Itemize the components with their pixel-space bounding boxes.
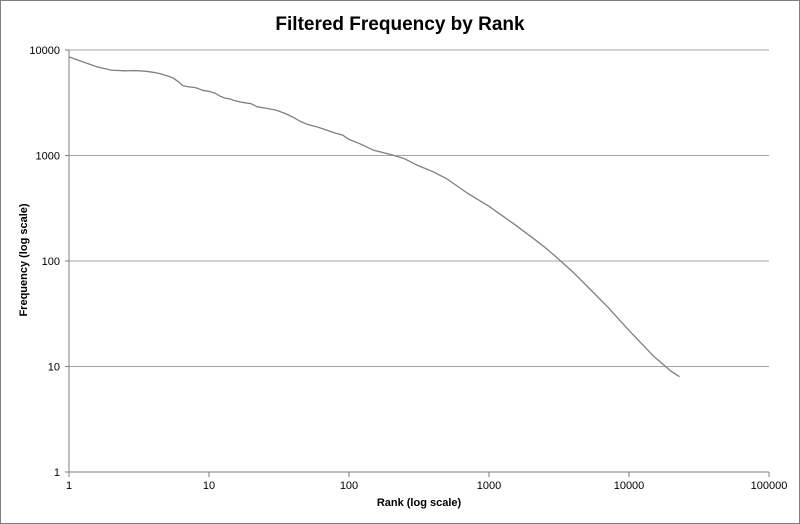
- gridlines: [69, 49, 769, 367]
- x-tick-label: 100: [340, 480, 358, 492]
- chart-title: Filtered Frequency by Rank: [275, 14, 525, 35]
- y-axis-label: Frequency (log scale): [18, 203, 30, 316]
- y-tick-label: 100: [42, 256, 60, 268]
- x-tick-label: 10000: [614, 480, 645, 492]
- x-tick-label: 1: [66, 480, 72, 492]
- y-tick-label: 1000: [36, 151, 60, 163]
- x-tick-label: 1000: [477, 480, 501, 492]
- x-tick-label: 100000: [751, 480, 788, 492]
- x-tick-label: 10: [203, 480, 215, 492]
- series-layer: [68, 56, 680, 378]
- tick-labels: 1 10 100 1000 10000 1 10 100 1000 10000 100000: [29, 45, 787, 492]
- axes: [65, 49, 770, 477]
- y-tick-label: 1: [54, 467, 60, 479]
- x-axis-label: Rank (log scale): [377, 497, 462, 509]
- series-line-0: [68, 56, 680, 378]
- y-tick-label: 10: [48, 362, 60, 374]
- y-tick-label: 10000: [29, 45, 60, 57]
